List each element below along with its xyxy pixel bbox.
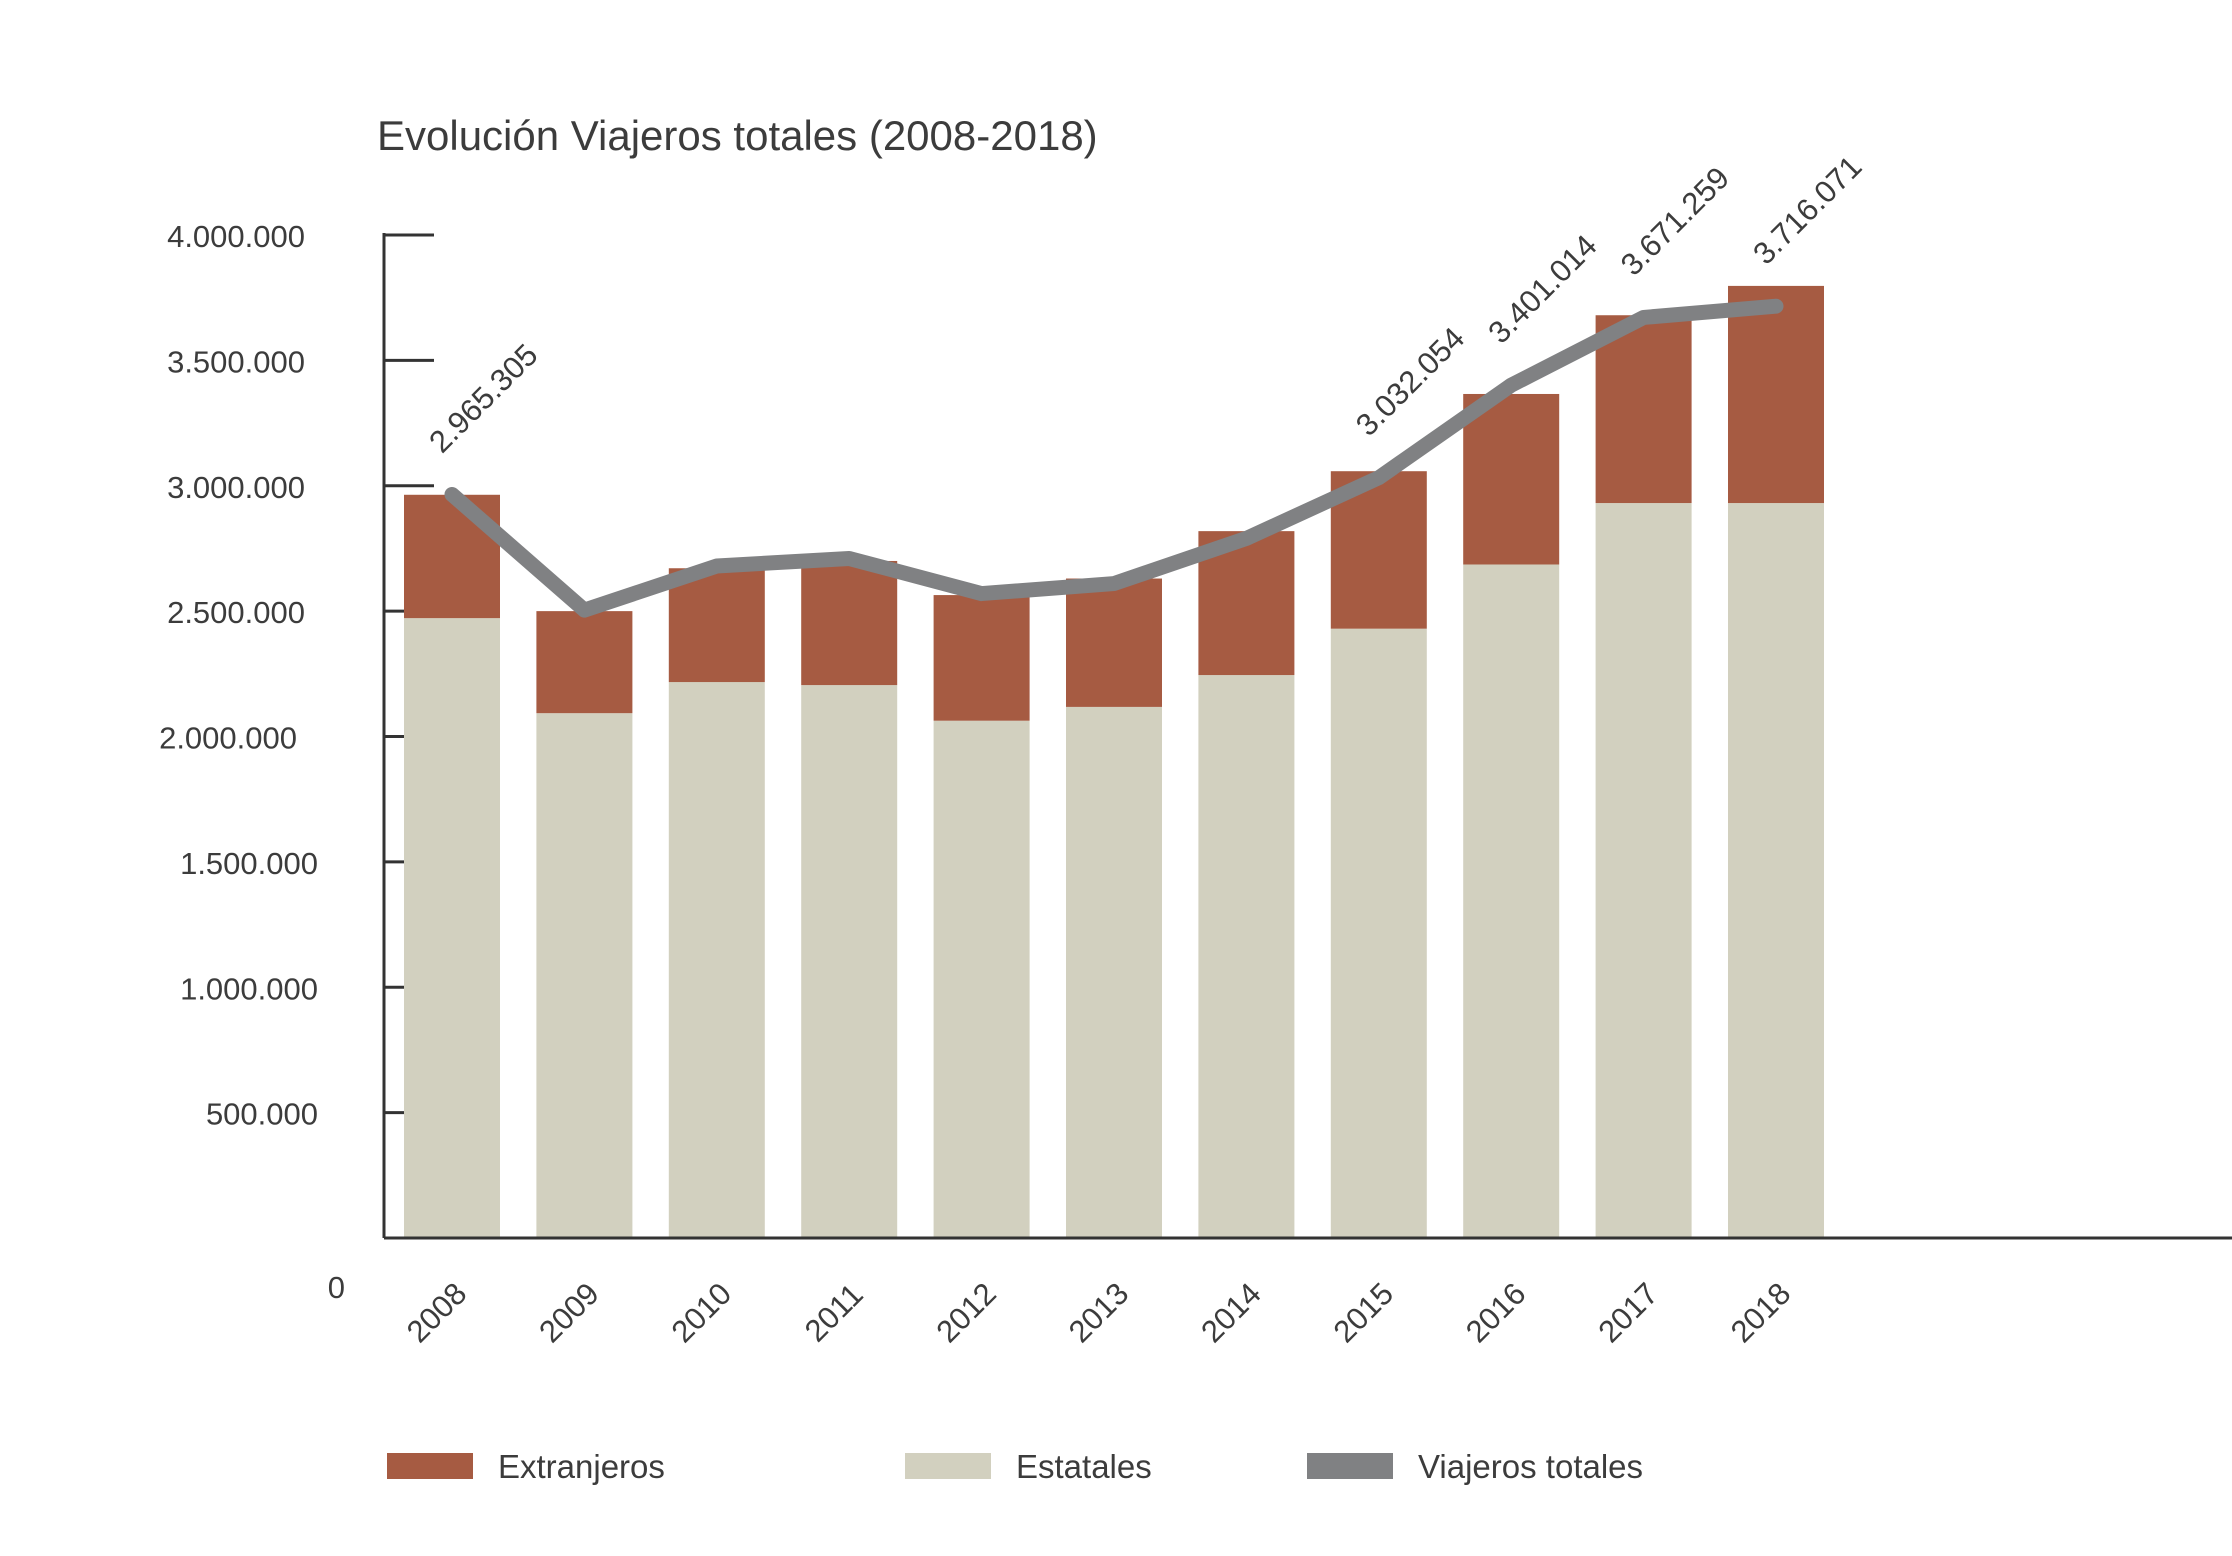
x-tick-label: 2016 [1459,1276,1533,1350]
line-series [444,298,1784,618]
bar-extranjeros-2011 [801,560,898,686]
bar-estatales-2009 [536,713,633,1238]
y-tick-label: 2.500.000 [167,595,305,630]
x-axis: 2008 2009 2010 2011 2012 2013 2014 2015 2016 2017… [384,1236,2232,1350]
bar-extranjeros-2018 [1728,285,1824,504]
y-tick-label: 2.000.000 [159,721,297,756]
y-axis: 0 500.000 1.000.000 1.500.000 2.000.000 2.500… [159,219,434,1305]
x-tick-label: 2014 [1194,1276,1268,1350]
bar-extranjeros-2010 [668,568,765,683]
x-tick-label: 2012 [929,1276,1003,1350]
bar-estatales-2014 [1198,675,1295,1238]
bar-estatales-2012 [933,720,1030,1238]
legend-swatch [1307,1453,1393,1479]
y-tick-label: 0 [328,1270,345,1305]
data-label: 3.716.071 [1746,149,1868,271]
legend: Extranjeros Estatales Viajeros totales [387,1448,1643,1485]
legend-swatch [387,1453,473,1479]
x-tick-label: 2015 [1327,1276,1401,1350]
y-tick-label: 3.000.000 [167,470,305,505]
bar-extranjeros-2013 [1066,578,1162,707]
bar-extranjeros-2016 [1463,393,1560,565]
y-tick-label: 500.000 [206,1097,318,1132]
bar-estatales-2018 [1728,503,1824,1238]
bar-estatales-2010 [668,682,765,1238]
data-label: 2.965.305 [422,337,544,459]
x-tick-label: 2008 [400,1276,474,1350]
chart-title: Evolución Viajeros totales (2008-2018) [377,112,1098,159]
y-tick-label: 1.000.000 [180,971,318,1006]
data-label: 3.401.014 [1481,228,1603,350]
x-tick-label: 2009 [532,1276,606,1350]
y-tick-label: 4.000.000 [167,219,305,254]
x-tick-label: 2010 [665,1276,739,1350]
bar-estatales-2013 [1066,706,1162,1238]
legend-label: Extranjeros [498,1448,665,1485]
bar-estatales-2011 [801,685,898,1238]
legend-swatch [905,1453,991,1479]
legend-label: Viajeros totales [1418,1448,1643,1485]
legend-label: Estatales [1016,1448,1152,1485]
bar-estatales-2016 [1463,564,1560,1238]
x-tick-label: 2018 [1724,1276,1798,1350]
y-tick-label: 3.500.000 [167,344,305,379]
bar-estatales-2017 [1595,503,1692,1238]
data-label: 3.671.259 [1614,160,1736,282]
bar-estatales-2015 [1330,628,1427,1238]
bar-extranjeros-2008 [404,494,500,619]
bar-extranjeros-2009 [536,611,633,714]
x-tick-label: 2011 [798,1277,870,1349]
bars [404,285,1824,1238]
y-tick-label: 1.500.000 [180,846,318,881]
x-tick-label: 2017 [1591,1276,1665,1350]
bar-extranjeros-2017 [1595,315,1692,504]
x-tick-label: 2013 [1062,1276,1136,1350]
bar-estatales-2008 [404,618,500,1238]
bar-extranjeros-2012 [933,595,1030,721]
line-viajeros-totales [444,298,1784,618]
